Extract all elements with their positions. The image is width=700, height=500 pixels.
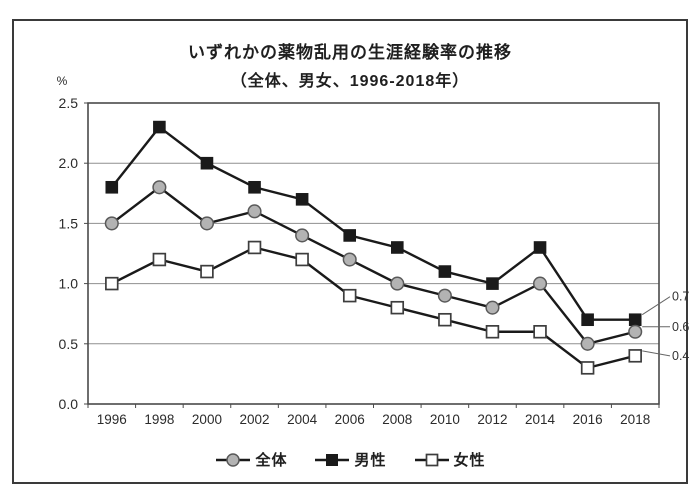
legend-item-0: 全体	[214, 449, 287, 470]
svg-text:1.5: 1.5	[59, 215, 79, 231]
chart-frame	[12, 19, 688, 484]
svg-text:0.0: 0.0	[59, 396, 79, 412]
legend-label-0: 全体	[255, 452, 288, 469]
svg-text:0.4: 0.4	[672, 349, 689, 363]
svg-text:2.5: 2.5	[59, 95, 79, 111]
series-全体: 0.6	[104, 180, 689, 351]
title-block: いずれかの薬物乱用の生涯経験率の推移 （全体、男女、1996-2018年）	[0, 38, 700, 91]
chart-title: いずれかの薬物乱用の生涯経験率の推移	[188, 43, 512, 62]
chart-subtitle: （全体、男女、1996-2018年）	[230, 73, 470, 90]
svg-text:2014: 2014	[525, 412, 556, 427]
series-男性: 0.7	[105, 120, 689, 327]
svg-text:1996: 1996	[97, 412, 127, 427]
svg-text:1998: 1998	[144, 412, 174, 427]
svg-text:2012: 2012	[477, 412, 507, 427]
legend-marker-circle-gray-icon	[216, 452, 251, 467]
legend-label-1: 男性	[354, 452, 387, 469]
svg-text:2004: 2004	[287, 412, 318, 427]
svg-text:2010: 2010	[430, 412, 460, 427]
legend-item-1: 男性	[313, 449, 386, 470]
svg-text:%: %	[57, 74, 68, 88]
series-女性: 0.4	[105, 240, 689, 375]
svg-text:0.5: 0.5	[59, 336, 79, 352]
svg-text:2.0: 2.0	[59, 155, 79, 171]
svg-text:0.6: 0.6	[672, 320, 689, 334]
svg-text:2002: 2002	[240, 412, 270, 427]
svg-text:2018: 2018	[620, 412, 650, 427]
svg-text:0.7: 0.7	[672, 290, 689, 304]
svg-text:2008: 2008	[382, 412, 412, 427]
legend-marker-square-black-icon	[315, 453, 350, 466]
legend-item-2: 女性	[413, 449, 486, 470]
legend-label-2: 女性	[453, 452, 486, 469]
svg-text:2016: 2016	[573, 412, 603, 427]
svg-text:1.0: 1.0	[59, 276, 79, 292]
chart-legend: 全体 男性 女性	[0, 449, 700, 470]
legend-marker-square-white-icon	[414, 453, 449, 466]
svg-text:2006: 2006	[335, 412, 365, 427]
svg-text:2000: 2000	[192, 412, 222, 427]
